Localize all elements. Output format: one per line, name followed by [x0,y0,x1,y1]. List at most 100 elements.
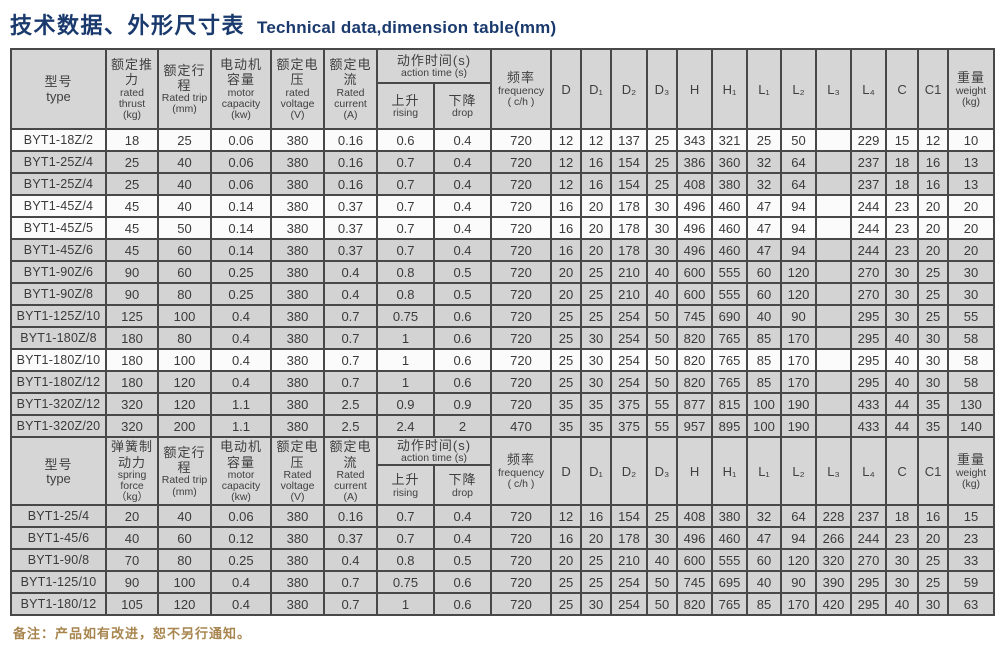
model-cell: BYT1-90Z/8 [10,282,107,306]
value-cell: 433 [850,392,888,416]
value-cell: 295 [850,570,888,595]
value-cell: 380 [270,172,325,196]
value-cell: 85 [746,326,783,350]
model-cell: BYT1-45Z/6 [10,238,107,262]
col-header-d1: D₁ [580,435,613,507]
value-cell: 228 [815,504,853,529]
value-cell: 25 [580,548,613,573]
table-row: BYT1-90Z/8 90 80 0.25 380 0.4 0.8 0.5 720 20 25 210… [10,282,996,306]
value-cell: 254 [610,592,649,617]
value-cell: 25 [646,128,679,152]
value-cell: 295 [850,592,888,617]
value-cell: 210 [610,548,649,573]
value-cell: 0.4 [210,304,272,328]
value-cell: 16 [550,216,583,240]
value-cell: 0.25 [210,548,272,573]
value-cell: 0.4 [323,548,378,573]
value-cell: 460 [711,194,749,218]
value-cell: 380 [711,172,749,196]
value-cell: 120 [157,392,212,416]
value-cell: 375 [610,392,649,416]
model-cell: BYT1-180Z/10 [10,348,107,372]
value-cell: 25 [746,128,783,152]
page-title: 技术数据、外形尺寸表 Technical data,dimension table… [10,8,991,40]
value-cell: 0.6 [432,326,493,350]
value-cell: 120 [780,260,818,284]
value-cell: 496 [676,238,714,262]
value-cell: 0.7 [323,348,378,372]
value-cell: 20 [105,504,159,529]
col-header-type: 型号 type [10,435,107,507]
thrust-model-rows: BYT1-18Z/2 18 25 0.06 380 0.16 0.6 0.4 720 12 12 13… [10,128,996,438]
col-header-h: H [676,435,714,507]
model-cell: BYT1-45/6 [10,526,107,551]
value-cell: 295 [850,348,888,372]
value-cell: 0.16 [323,172,378,196]
col-header-action-time: 动作时间(s) action time (s) [375,435,493,467]
value-cell: 20 [917,526,950,551]
value-cell: 137 [610,128,649,152]
value-cell [815,128,853,152]
value-cell: 496 [676,216,714,240]
value-cell: 12 [917,128,950,152]
value-cell: 100 [157,348,212,372]
value-cell: 820 [676,592,714,617]
col-header-frequency: 频率 frequency ( c/h ) [490,435,553,507]
value-cell: 720 [490,216,553,240]
table-row: BYT1-125/10 90 100 0.4 380 0.7 0.75 0.6 720 25 25 2… [10,570,996,595]
value-cell: 957 [676,414,714,438]
value-cell: 40 [646,282,679,306]
value-cell: 12 [550,504,583,529]
value-cell: 100 [157,570,212,595]
value-cell: 0.06 [210,172,272,196]
value-cell: 360 [711,150,749,174]
value-cell: 0.14 [210,194,272,218]
value-cell: 0.8 [376,260,435,284]
value-cell: 58 [947,326,996,350]
value-cell: 130 [947,392,996,416]
value-cell: 877 [676,392,714,416]
value-cell: 178 [610,194,649,218]
value-cell: 25 [917,570,950,595]
table-row: BYT1-25Z/4 25 40 0.06 380 0.16 0.7 0.4 720 12 16 15… [10,172,996,196]
value-cell: 0.06 [210,128,272,152]
value-cell: 20 [580,194,613,218]
value-cell: 50 [646,570,679,595]
value-cell: 820 [676,326,714,350]
col-header-d: D [550,435,583,507]
table-row: BYT1-45/6 40 60 0.12 380 0.37 0.7 0.4 720 16 20 178… [10,526,996,551]
value-cell: 765 [711,370,749,394]
value-cell [815,348,853,372]
value-cell: 380 [270,392,325,416]
value-cell: 35 [917,392,950,416]
value-cell: 433 [850,414,888,438]
model-cell: BYT1-320Z/20 [10,414,107,438]
value-cell: 470 [490,414,553,438]
value-cell: 154 [610,504,649,529]
value-cell: 745 [676,304,714,328]
value-cell: 25 [550,304,583,328]
value-cell: 0.7 [376,194,435,218]
value-cell: 20 [947,216,996,240]
col-header-spring-force: 弹簧制 动力 spring force （kg） [105,435,159,507]
value-cell: 44 [885,392,920,416]
value-cell: 170 [780,370,818,394]
value-cell: 254 [610,304,649,328]
value-cell: 190 [780,414,818,438]
value-cell: 0.4 [323,282,378,306]
value-cell [815,172,853,196]
value-cell: 50 [646,370,679,394]
value-cell: 170 [780,348,818,372]
value-cell: 720 [490,326,553,350]
value-cell: 32 [746,504,783,529]
table-row: BYT1-180Z/10 180 100 0.4 380 0.7 1 0.6 720 25 30 25… [10,348,996,372]
value-cell: 0.6 [432,570,493,595]
value-cell [815,238,853,262]
table-row: BYT1-125Z/10 125 100 0.4 380 0.7 0.75 0.6 720 25 2… [10,304,996,328]
value-cell: 25 [580,304,613,328]
value-cell: 47 [746,216,783,240]
value-cell: 266 [815,526,853,551]
value-cell: 600 [676,282,714,306]
value-cell: 745 [676,570,714,595]
value-cell: 180 [105,348,159,372]
